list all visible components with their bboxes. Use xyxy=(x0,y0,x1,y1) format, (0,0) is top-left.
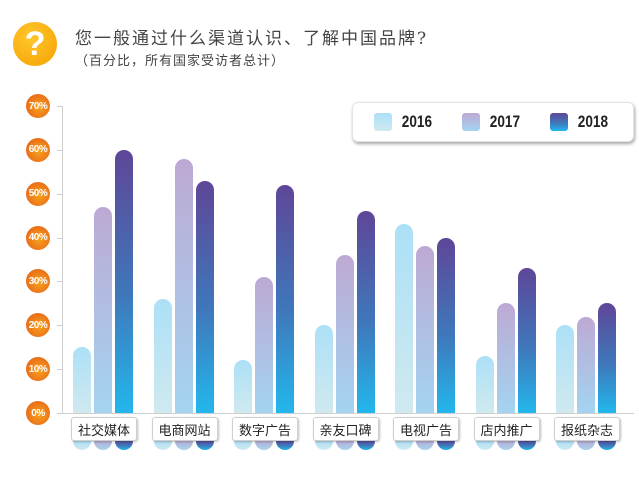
bar-cap-2017 xyxy=(416,440,434,450)
category-label: 数字广告 xyxy=(232,417,298,441)
y-tick-label: 10% xyxy=(26,357,50,382)
y-tick-label: 50% xyxy=(26,181,50,206)
category-label: 报纸杂志 xyxy=(554,417,620,441)
bar-2018 xyxy=(598,303,616,413)
bar-2016 xyxy=(395,224,413,413)
y-tick-label: 30% xyxy=(26,269,50,294)
bar-2016 xyxy=(234,360,252,413)
bar-2017 xyxy=(255,277,273,413)
bar-2017 xyxy=(496,303,515,413)
bar-cap-2016 xyxy=(395,440,413,450)
bar-cap-2016 xyxy=(475,440,494,450)
legend-swatch-2016 xyxy=(374,113,393,131)
y-tick-label: 60% xyxy=(26,137,50,162)
bar-cap-2018 xyxy=(517,440,536,450)
legend: 2016 2017 2018 xyxy=(352,102,634,142)
bar-cap-2016 xyxy=(234,440,252,450)
bar-cap-2016 xyxy=(73,440,91,450)
bar-2016 xyxy=(153,298,172,413)
legend-item-2018: 2018 xyxy=(550,112,612,132)
bar-2017 xyxy=(174,158,193,413)
y-tick-label: 40% xyxy=(26,225,50,250)
y-tick-mark xyxy=(57,413,62,414)
legend-item-2017: 2017 xyxy=(462,112,524,132)
bar-cap-2018 xyxy=(598,440,616,450)
y-tick-label: 0% xyxy=(26,401,50,425)
bar-cap-2018 xyxy=(276,440,294,450)
bar-cap-2016 xyxy=(153,440,172,450)
bar-2017 xyxy=(94,206,112,413)
y-axis xyxy=(62,106,63,414)
legend-item-2016: 2016 xyxy=(374,112,436,132)
bar-2016 xyxy=(556,325,574,413)
legend-label: 2016 xyxy=(401,112,433,131)
x-axis xyxy=(62,413,634,414)
bar-cap-2017 xyxy=(255,440,273,450)
chart-subtitle: （百分比，所有国家受访者总计） xyxy=(75,54,286,69)
y-tick-mark xyxy=(57,106,62,107)
legend-label: 2018 xyxy=(577,112,609,131)
bar-2017 xyxy=(416,246,434,413)
legend-label: 2017 xyxy=(489,112,521,131)
bar-cap-2017 xyxy=(496,440,515,450)
category-label: 店内推广 xyxy=(473,417,540,441)
bar-2017 xyxy=(335,255,354,413)
y-tick-mark xyxy=(57,237,62,239)
category-label: 电视广告 xyxy=(393,417,459,441)
y-tick-mark xyxy=(57,281,62,283)
bar-cap-2018 xyxy=(356,440,375,450)
bar-cap-2018 xyxy=(437,440,455,450)
y-tick-mark xyxy=(57,369,62,371)
bar-cap-2017 xyxy=(577,440,595,450)
bar-2016 xyxy=(73,347,91,413)
y-tick-label: 70% xyxy=(26,94,50,118)
bar-cap-2018 xyxy=(115,440,133,450)
bar-2018 xyxy=(437,237,455,413)
legend-swatch-2017 xyxy=(462,113,481,131)
bar-cap-2016 xyxy=(314,440,333,450)
bar-2016 xyxy=(314,325,333,413)
bar-cap-2017 xyxy=(94,440,112,450)
bar-2017 xyxy=(577,316,595,413)
y-tick-mark xyxy=(57,325,62,327)
bar-cap-2016 xyxy=(556,440,574,450)
bar-2018 xyxy=(276,184,294,413)
bar-cap-2018 xyxy=(195,440,214,450)
bar-cap-2017 xyxy=(335,440,354,450)
y-tick-mark xyxy=(57,149,62,151)
bar-cap-2017 xyxy=(174,440,193,450)
bar-2018 xyxy=(356,211,375,413)
bar-2018 xyxy=(195,180,214,413)
category-label: 社交媒体 xyxy=(71,417,137,441)
bar-2018 xyxy=(115,149,133,413)
bar-2016 xyxy=(475,355,494,413)
chart-title: 您一般通过什么渠道认识、了解中国品牌? xyxy=(75,29,429,49)
category-label: 亲友口碑 xyxy=(312,417,379,441)
bar-2018 xyxy=(517,268,536,413)
category-label: 电商网站 xyxy=(151,417,218,441)
question-icon: ? xyxy=(13,22,57,66)
y-tick-label: 20% xyxy=(26,313,50,338)
legend-swatch-2018 xyxy=(550,113,569,131)
y-tick-mark xyxy=(57,193,62,195)
